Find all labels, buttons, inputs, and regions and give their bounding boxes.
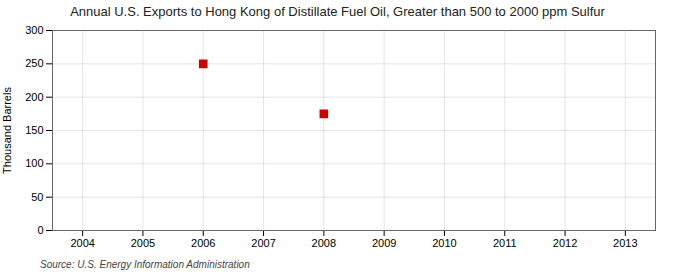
svg-text:2007: 2007	[251, 237, 275, 249]
svg-text:250: 250	[25, 57, 43, 69]
svg-text:2005: 2005	[131, 237, 155, 249]
svg-text:2008: 2008	[312, 237, 336, 249]
html-text:Annual U.S. Exports to Hong Ko: Annual U.S. Exports to Hong Kong of Dist…	[70, 4, 605, 19]
svg-text:150: 150	[25, 124, 43, 136]
svg-text:200: 200	[25, 91, 43, 103]
svg-text:0: 0	[37, 224, 43, 236]
svg-text:2010: 2010	[432, 237, 456, 249]
svg-text:2013: 2013	[613, 237, 637, 249]
svg-text:300: 300	[25, 24, 43, 36]
html-text:Source: U.S. Energy Informatio: Source: U.S. Energy Information Administ…	[40, 259, 250, 270]
svg-text:2009: 2009	[372, 237, 396, 249]
svg-text:2012: 2012	[553, 237, 577, 249]
svg-text:Thousand Barrels: Thousand Barrels	[1, 87, 13, 174]
svg-text:50: 50	[31, 191, 43, 203]
svg-text:100: 100	[25, 157, 43, 169]
svg-text:2011: 2011	[493, 237, 517, 249]
svg-text:2004: 2004	[70, 237, 94, 249]
svg-text:2006: 2006	[191, 237, 215, 249]
